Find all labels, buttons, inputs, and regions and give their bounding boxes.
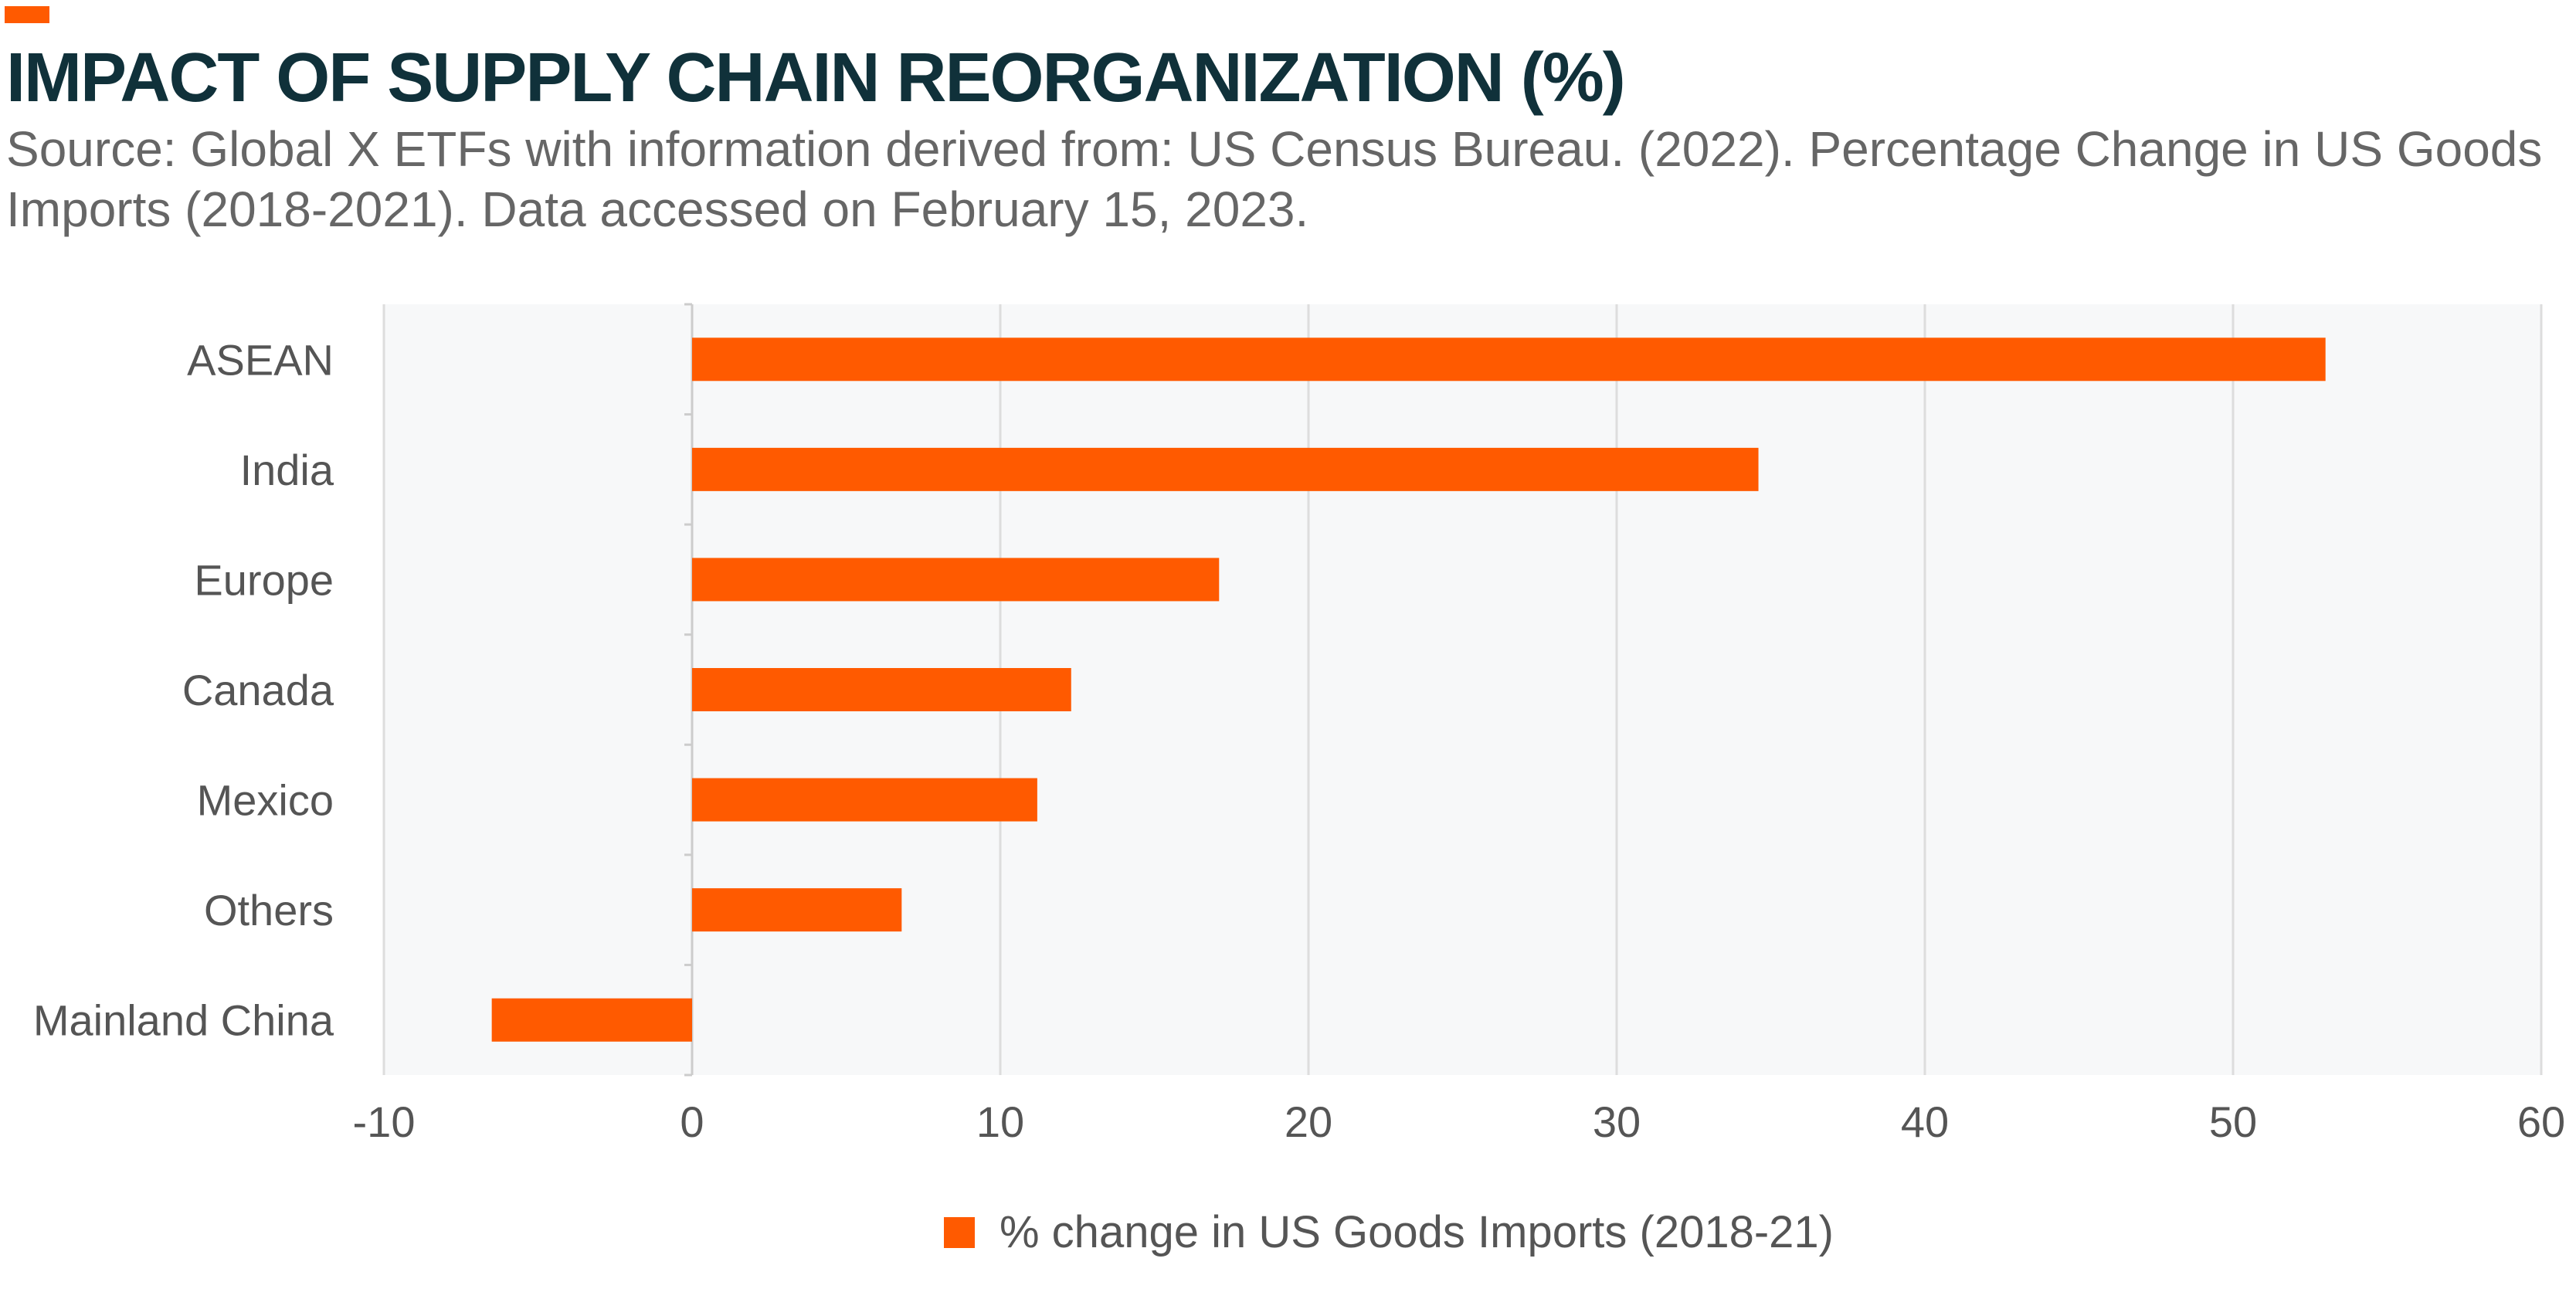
title-accent-bar	[5, 6, 49, 23]
x-tick-label: -10	[353, 1097, 416, 1146]
x-tick-label: 50	[2209, 1097, 2257, 1146]
x-tick-label: 20	[1285, 1097, 1332, 1146]
bar	[692, 778, 1037, 822]
category-label: Canada	[182, 666, 334, 714]
legend-label: % change in US Goods Imports (2018-21)	[1000, 1207, 1834, 1257]
bar	[692, 888, 902, 932]
bar	[692, 558, 1220, 602]
category-label: Europe	[194, 555, 334, 604]
category-label: ASEAN	[187, 335, 334, 384]
category-label: Mexico	[197, 776, 334, 825]
category-label: Mainland China	[33, 996, 334, 1045]
legend-swatch	[944, 1216, 975, 1248]
chart-title: IMPACT OF SUPPLY CHAIN REORGANIZATION (%…	[6, 39, 1626, 117]
bar	[491, 998, 692, 1042]
category-label: Others	[204, 886, 334, 934]
x-tick-label: 40	[1901, 1097, 1949, 1146]
chart-source-note: Source: Global X ETFs with information d…	[6, 121, 2543, 237]
bar	[692, 447, 1759, 491]
bar	[692, 668, 1071, 711]
x-tick-label: 0	[680, 1097, 704, 1146]
x-tick-label: 30	[1593, 1097, 1641, 1146]
x-tick-label: 60	[2517, 1097, 2565, 1146]
x-tick-label: 10	[976, 1097, 1024, 1146]
chart-legend: % change in US Goods Imports (2018-21)	[944, 1206, 1834, 1258]
bar	[692, 337, 2326, 382]
category-label: India	[240, 446, 334, 494]
